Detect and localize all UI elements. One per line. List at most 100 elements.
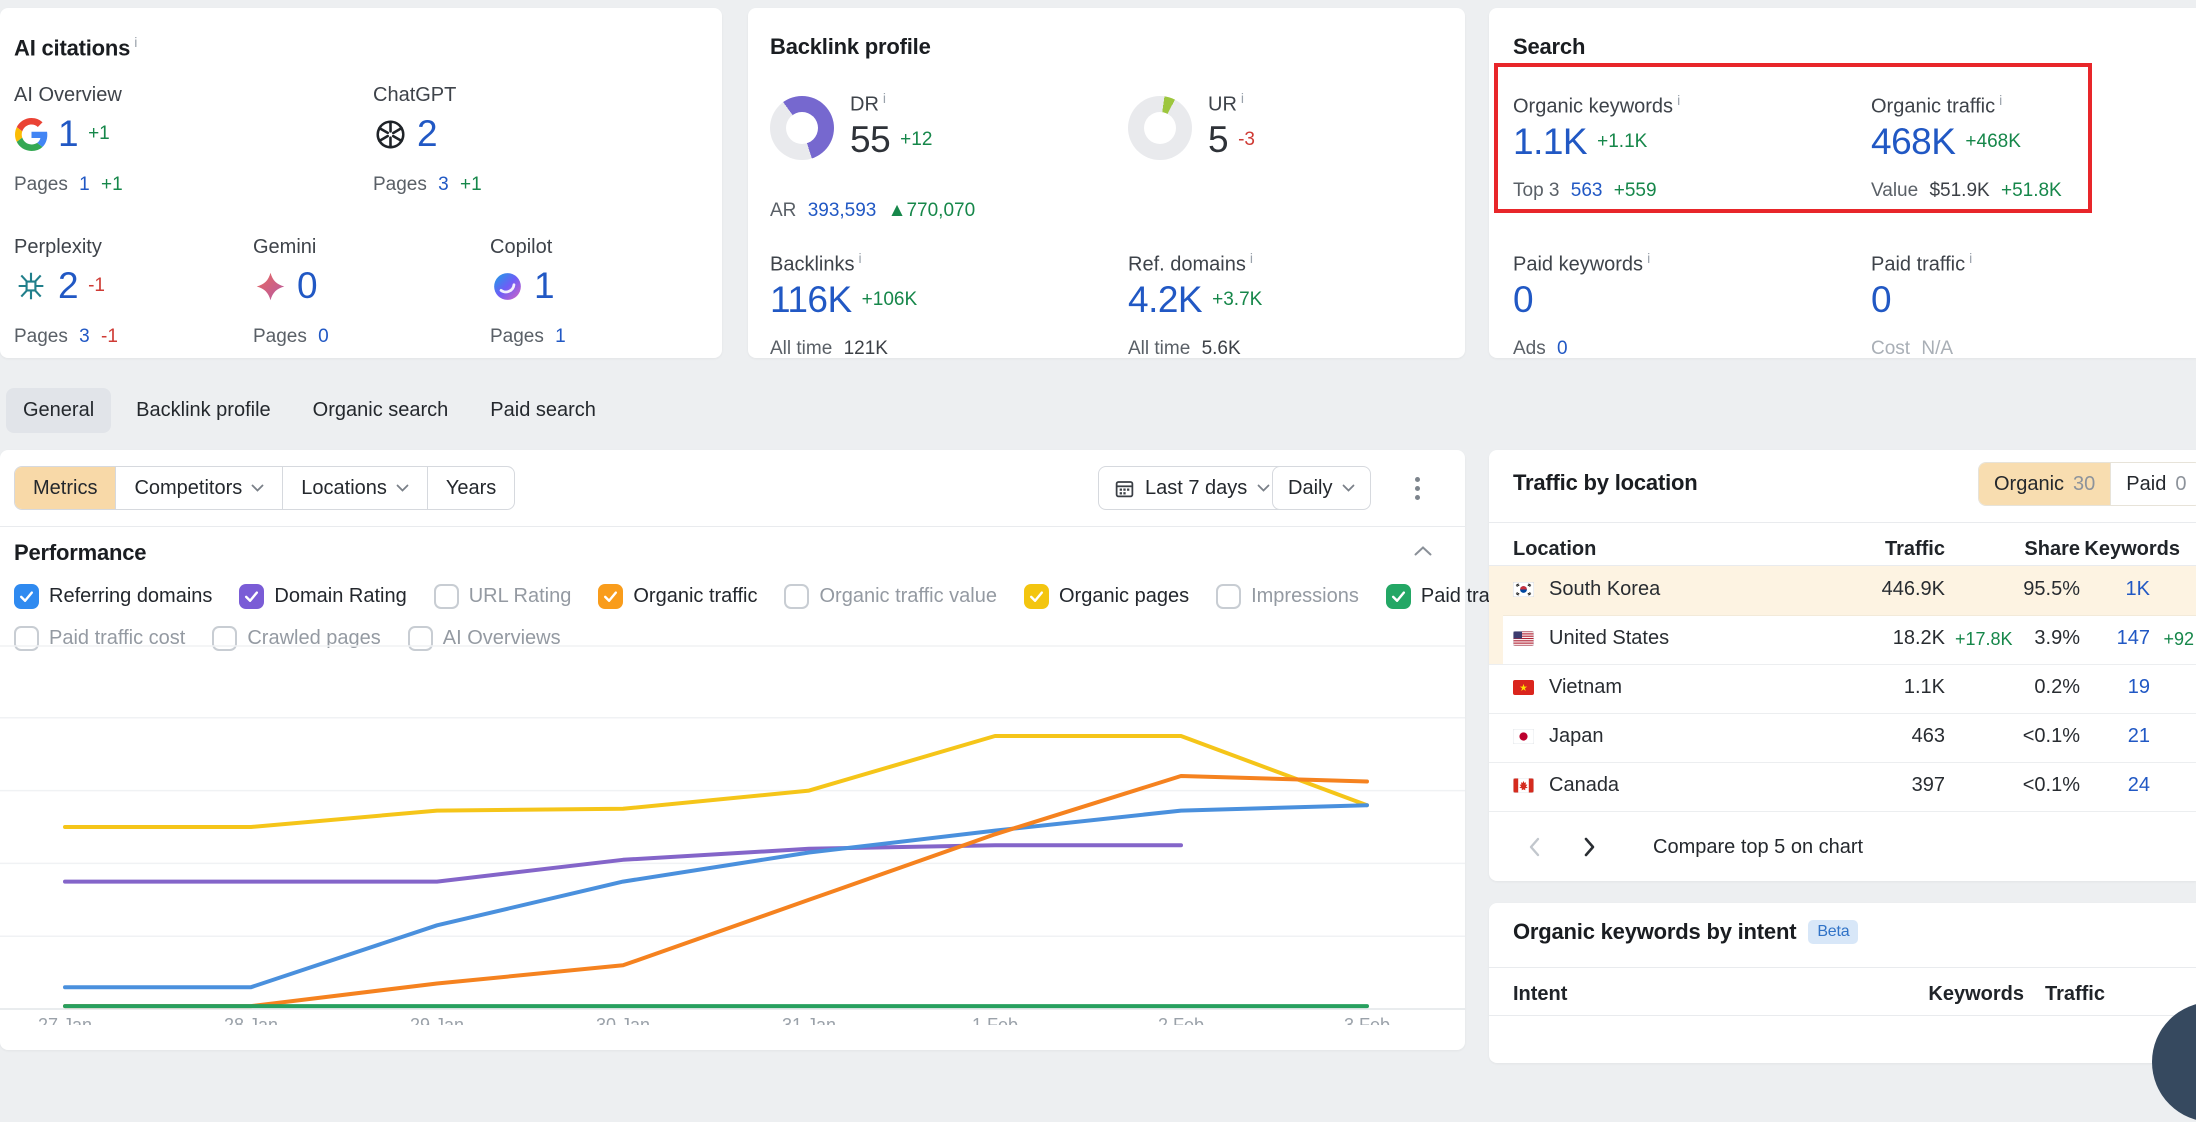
ref-domains-value[interactable]: 4.2K	[1128, 278, 1202, 322]
ai-stat-chatgpt: ChatGPT 2 Pages 3 +1	[373, 84, 456, 107]
location-row-south-korea[interactable]: South Korea 446.9K 95.5% 1K	[1489, 566, 2196, 616]
backlinks-value[interactable]: 116K	[770, 278, 852, 322]
ai-stat-value[interactable]: 1	[534, 264, 554, 308]
dr-value: 55	[850, 118, 890, 162]
ar-line: AR 393,593 ▲770,070	[770, 200, 975, 222]
ur-delta: -3	[1238, 129, 1255, 151]
col-header-intent-traffic[interactable]: Traffic	[2045, 983, 2105, 1006]
segment-metrics[interactable]: Metrics	[15, 467, 115, 509]
ar-value-link[interactable]: 393,593	[808, 200, 877, 221]
ai-stat-pages: Pages 1	[490, 326, 572, 348]
info-icon[interactable]: i	[883, 90, 886, 106]
info-icon[interactable]: i	[134, 34, 137, 50]
metric-checkbox-row-1: Referring domains Domain Rating URL Rati…	[14, 584, 1515, 609]
checkbox-referring-domains[interactable]: Referring domains	[14, 584, 212, 609]
pages-value-link[interactable]: 3	[438, 174, 449, 195]
checkbox-domain-rating[interactable]: Domain Rating	[239, 584, 406, 609]
more-options-kebab-button[interactable]	[1404, 466, 1430, 510]
pages-value-link[interactable]: 3	[79, 326, 90, 347]
col-header-intent[interactable]: Intent	[1513, 983, 1567, 1006]
ai-stat-value[interactable]: 2	[58, 264, 78, 308]
paid-traffic-value[interactable]: 0	[1871, 278, 1891, 322]
keywords-link[interactable]: 21	[2128, 725, 2150, 748]
dr-stat: DRi 55 +12	[770, 90, 1050, 166]
keywords-link[interactable]: 24	[2128, 774, 2150, 797]
ai-stat-label: Copilot	[490, 236, 552, 259]
next-page-button[interactable]	[1575, 832, 1605, 862]
ai-stat-copilot: Copilot 1 Pages 1	[490, 236, 552, 259]
organic-keywords-value[interactable]: 1.1K	[1513, 120, 1587, 164]
checkbox-box	[434, 584, 459, 609]
top3-value-link[interactable]: 563	[1571, 180, 1603, 201]
checkbox-box	[1024, 584, 1049, 609]
traffic-value: 446.9K	[1882, 578, 1945, 601]
collapse-section-button[interactable]	[1414, 546, 1432, 556]
pages-value-link[interactable]: 0	[318, 326, 329, 347]
granularity-button[interactable]: Daily	[1272, 466, 1371, 510]
checkbox-url-rating[interactable]: URL Rating	[434, 584, 572, 609]
date-range-button[interactable]: Last 7 days	[1098, 466, 1286, 510]
ads-line: Ads 0	[1513, 338, 1568, 360]
col-header-location[interactable]: Location	[1513, 538, 1596, 561]
tab-organic-search[interactable]: Organic search	[296, 388, 466, 433]
tab-general[interactable]: General	[6, 388, 111, 433]
organic-traffic-value[interactable]: 468K	[1871, 120, 1955, 164]
share-value: 0.2%	[2034, 676, 2080, 699]
location-row-japan[interactable]: Japan 463 <0.1% 21	[1489, 713, 2196, 763]
backlink-profile-card: Backlink profile DRi 55 +12 AR 393,593 ▲…	[748, 8, 1465, 358]
ai-stat-label: ChatGPT	[373, 84, 456, 107]
checkbox-box	[598, 584, 623, 609]
checkbox-organic-traffic[interactable]: Organic traffic	[598, 584, 757, 609]
checkbox-impressions[interactable]: Impressions	[1216, 584, 1359, 609]
paid-keywords-value[interactable]: 0	[1513, 278, 1533, 322]
checkbox-organic-traffic-value[interactable]: Organic traffic value	[784, 584, 997, 609]
ai-stat-value[interactable]: 2	[417, 112, 437, 156]
info-icon[interactable]: i	[1250, 250, 1253, 266]
organic-keywords-delta: +1.1K	[1597, 131, 1647, 153]
paid-keywords-label: Paid keywordsi	[1513, 250, 1650, 277]
info-icon[interactable]: i	[1969, 250, 1972, 266]
keywords-link[interactable]: 1K	[2126, 578, 2150, 601]
location-row-united-states[interactable]: United States 18.2K +17.8K 3.9% 147 +92	[1489, 615, 2196, 665]
pages-value-link[interactable]: 1	[555, 326, 566, 347]
col-header-keywords[interactable]: Keywords	[2084, 538, 2180, 561]
ref-domains-stat: Ref. domainsi 4.2K +3.7K All time 5.6K	[1128, 250, 1253, 277]
series-line-referring-domains[interactable]	[65, 805, 1367, 987]
search-card: Search Organic keywordsi 1.1K +1.1K Top …	[1489, 8, 2196, 358]
ai-stat-pages: Pages 3 -1	[14, 326, 118, 348]
keywords-link[interactable]: 19	[2128, 676, 2150, 699]
ref-domains-alltime: All time 5.6K	[1128, 338, 1241, 360]
location-row-vietnam[interactable]: Vietnam 1.1K 0.2% 19	[1489, 664, 2196, 714]
info-icon[interactable]: i	[1677, 92, 1680, 108]
compare-top5-link[interactable]: Compare top 5 on chart	[1653, 836, 1863, 859]
col-header-intent-keywords[interactable]: Keywords	[1928, 983, 2024, 1006]
info-icon[interactable]: i	[1647, 250, 1650, 266]
location-row-canada[interactable]: Canada 397 <0.1% 24	[1489, 762, 2196, 812]
share-value: 3.9%	[2034, 627, 2080, 650]
keywords-link[interactable]: 147	[2117, 627, 2150, 650]
col-header-share[interactable]: Share	[2024, 538, 2080, 561]
site-explorer-dashboard: { "ai_citations": { "title": "AI citatio…	[0, 0, 2196, 1025]
checkbox-organic-pages[interactable]: Organic pages	[1024, 584, 1189, 609]
info-icon[interactable]: i	[1241, 90, 1244, 106]
tab-paid-search[interactable]: Paid search	[473, 388, 613, 433]
toggle-organic[interactable]: Organic 30	[1979, 463, 2110, 505]
segment-years[interactable]: Years	[427, 467, 514, 509]
info-icon[interactable]: i	[1999, 92, 2002, 108]
pages-value-link[interactable]: 1	[79, 174, 90, 195]
location-pager: Compare top 5 on chart	[1519, 832, 1863, 862]
ai-stat-value[interactable]: 0	[297, 264, 317, 308]
tab-backlink-profile[interactable]: Backlink profile	[119, 388, 288, 433]
prev-page-button[interactable]	[1519, 832, 1549, 862]
info-icon[interactable]: i	[858, 250, 861, 266]
share-value: <0.1%	[2023, 774, 2080, 797]
ai-stat-pages: Pages 3 +1	[373, 174, 482, 196]
perplexity-icon	[14, 269, 48, 303]
toggle-paid[interactable]: Paid 0	[2110, 463, 2196, 505]
organic-traffic-label: Organic traffici	[1871, 92, 2002, 119]
ai-stat-value[interactable]: 1	[58, 112, 78, 156]
segment-competitors[interactable]: Competitors	[115, 467, 282, 509]
checkbox-box	[1216, 584, 1241, 609]
segment-locations[interactable]: Locations	[282, 467, 427, 509]
col-header-traffic[interactable]: Traffic	[1885, 538, 1945, 561]
